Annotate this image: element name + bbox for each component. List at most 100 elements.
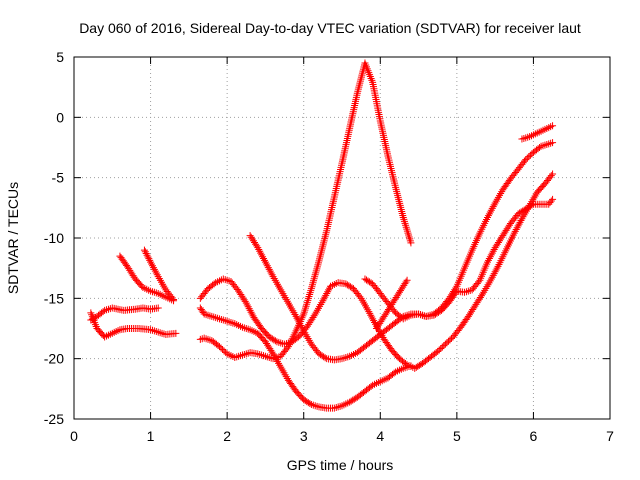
- data-point: [141, 248, 149, 256]
- data-point: [479, 290, 487, 298]
- data-point: [299, 325, 307, 333]
- data-point: [437, 345, 445, 353]
- y-tick-label: -25: [44, 411, 64, 427]
- data-point: [206, 336, 214, 344]
- data-point: [144, 253, 152, 261]
- data-point: [208, 312, 216, 320]
- data-point: [490, 270, 498, 278]
- data-point: [233, 353, 241, 361]
- data-point: [148, 262, 156, 270]
- data-point: [489, 247, 497, 255]
- data-point: [306, 400, 314, 408]
- data-point: [490, 201, 498, 209]
- data-point: [404, 229, 412, 237]
- data-point: [549, 139, 557, 147]
- data-point: [485, 255, 493, 263]
- data-point: [536, 144, 544, 151]
- data-point: [154, 304, 162, 312]
- data-point: [402, 223, 410, 231]
- data-point: [523, 154, 531, 162]
- data-point: [492, 266, 500, 274]
- data-point: [406, 235, 414, 243]
- data-point: [549, 122, 557, 130]
- data-point: [154, 328, 162, 336]
- data-point: [225, 318, 233, 326]
- data-point: [248, 310, 256, 318]
- data-point: [219, 316, 227, 324]
- data-point: [401, 219, 409, 227]
- data-point: [443, 339, 451, 347]
- y-axis-label: SDTVAR / TECUs: [5, 182, 21, 294]
- data-point: [293, 314, 301, 322]
- data-point: [258, 251, 266, 259]
- data-point: [292, 312, 300, 320]
- data-point: [520, 134, 528, 142]
- data-point: [486, 208, 494, 216]
- data-point: [415, 310, 423, 318]
- x-tick-label: 6: [530, 428, 538, 444]
- data-point: [323, 290, 331, 298]
- data-point: [297, 321, 305, 329]
- data-point: [170, 296, 178, 304]
- data-point: [147, 258, 155, 266]
- data-point: [302, 302, 310, 310]
- data-point: [257, 249, 265, 257]
- data-point: [512, 226, 520, 234]
- data-point: [147, 326, 155, 334]
- data-point: [485, 210, 493, 218]
- data-point: [321, 293, 329, 301]
- data-point: [368, 313, 376, 321]
- x-axis-label: GPS time / hours: [287, 457, 394, 473]
- data-point: [264, 264, 272, 272]
- data-point: [244, 303, 252, 311]
- data-point: [304, 294, 312, 302]
- data-point: [366, 309, 374, 317]
- data-point: [246, 306, 254, 314]
- data-point: [298, 323, 306, 331]
- data-point: [539, 142, 547, 150]
- data-point: [150, 327, 158, 335]
- data-point: [547, 139, 555, 147]
- data-point: [356, 293, 364, 301]
- data-point: [294, 316, 302, 324]
- x-tick-label: 0: [70, 428, 78, 444]
- data-point: [405, 233, 413, 241]
- data-point: [513, 224, 521, 232]
- data-point: [441, 340, 449, 348]
- data-point: [407, 363, 415, 371]
- data-point: [254, 244, 262, 252]
- data-point: [241, 297, 249, 305]
- data-point: [486, 253, 494, 261]
- data-point: [549, 195, 557, 203]
- data-point: [103, 306, 111, 314]
- data-point: [283, 344, 291, 352]
- data-point: [152, 269, 160, 277]
- data-point: [142, 250, 150, 258]
- data-point: [295, 318, 303, 326]
- data-point: [319, 297, 327, 305]
- data-point: [237, 352, 245, 360]
- data-point: [525, 153, 533, 161]
- data-point: [200, 334, 208, 342]
- data-point: [256, 247, 264, 255]
- data-point: [402, 221, 410, 229]
- data-point: [242, 350, 250, 358]
- data-point: [493, 264, 501, 272]
- data-point: [306, 291, 314, 299]
- data-point: [515, 220, 523, 228]
- data-points: [87, 59, 557, 412]
- data-point: [198, 307, 206, 315]
- data-point: [301, 304, 309, 312]
- data-point: [549, 170, 557, 178]
- data-point: [172, 329, 180, 337]
- data-point: [268, 271, 276, 279]
- x-tick-label: 4: [376, 428, 384, 444]
- data-point: [446, 336, 454, 344]
- data-point: [305, 292, 313, 300]
- data-point: [330, 280, 338, 288]
- data-point: [307, 287, 315, 295]
- axis-ticks: 0 1 2 3 4 5 6 7 -25 -20 -15 -10 -5 0 5: [44, 49, 614, 444]
- data-point: [220, 347, 228, 355]
- data-point: [526, 151, 534, 159]
- data-point: [435, 346, 443, 354]
